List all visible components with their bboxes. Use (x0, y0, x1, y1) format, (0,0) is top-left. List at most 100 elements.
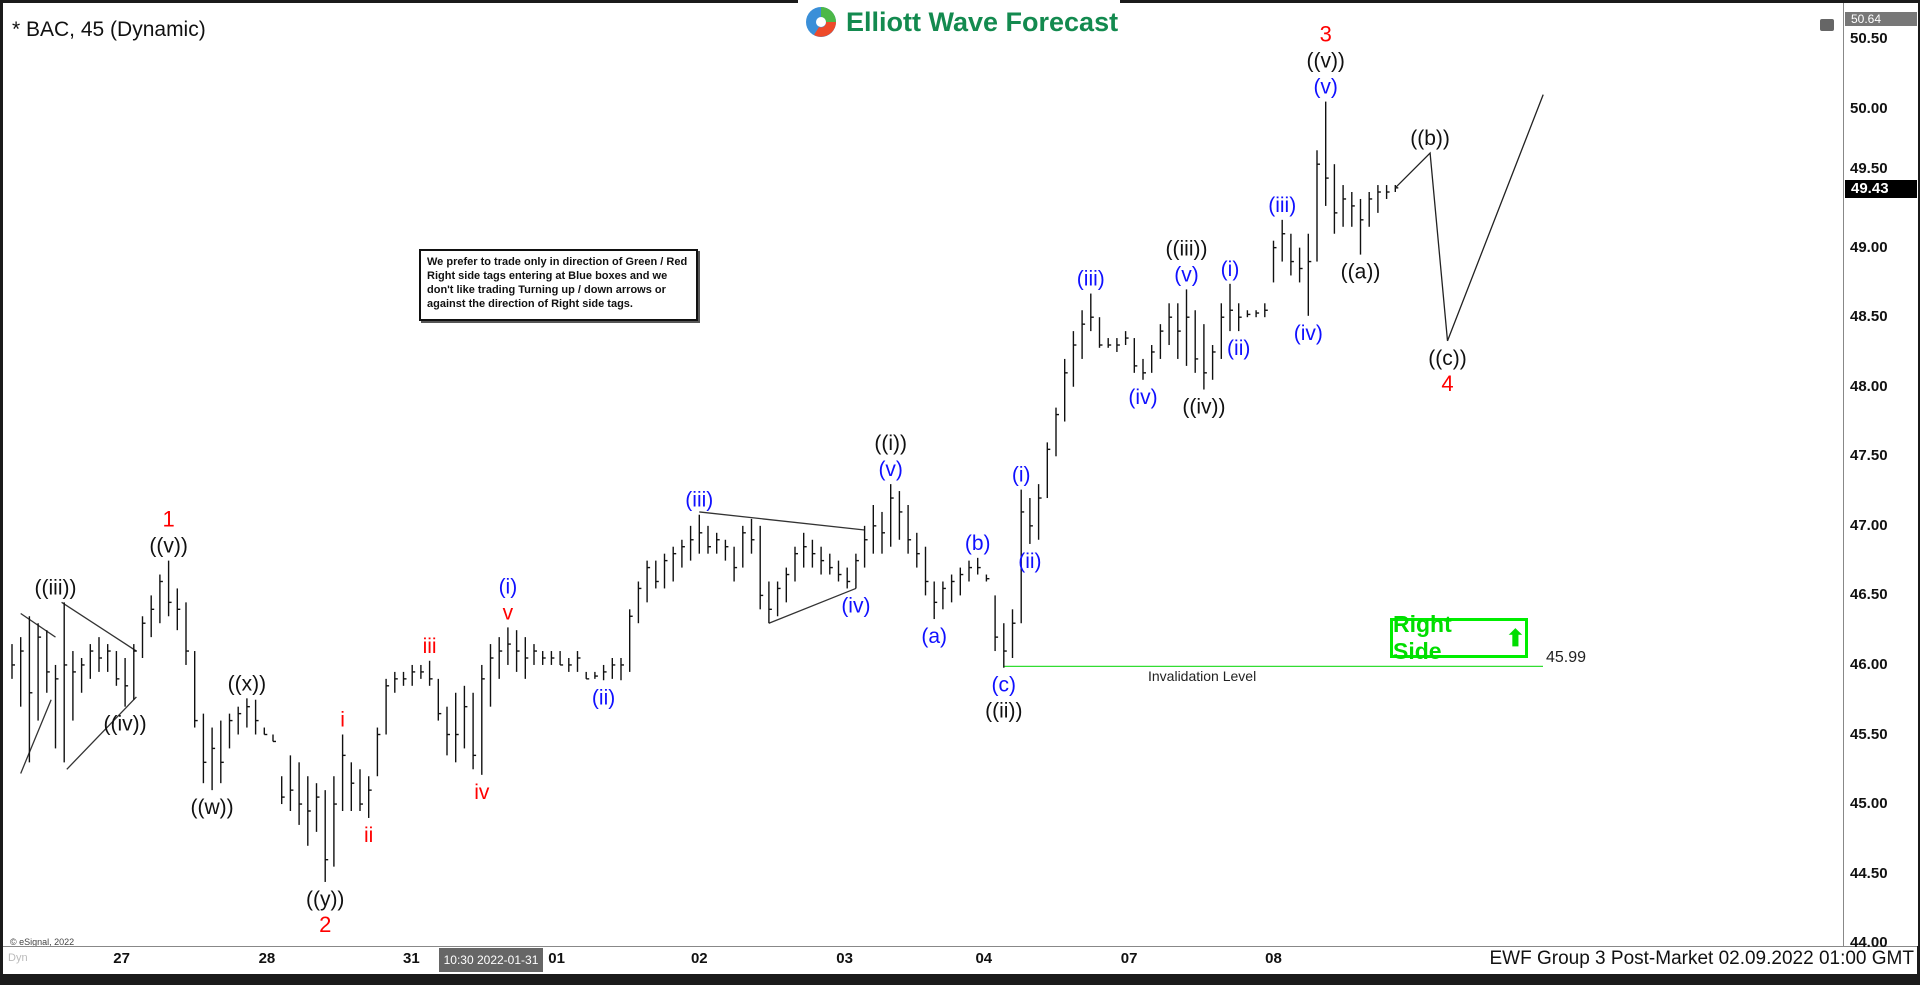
plot-area[interactable]: ((iii)) ((iv)) ((v)) 1 ((w)) ((x)) ((y)) 2 i ii ii… (3, 3, 1843, 946)
price-bar (46, 630, 50, 693)
price-bar (803, 532, 807, 568)
price-bar (1377, 185, 1381, 213)
logo-text: Elliott Wave Forecast (846, 6, 1119, 37)
price-bar (115, 651, 120, 686)
price-bar (246, 698, 250, 728)
wave-label: ((iii)) (1166, 237, 1208, 260)
price-bar (254, 699, 259, 735)
price-bar (1203, 324, 1207, 390)
wave-label: iii (423, 635, 437, 658)
price-bar (315, 783, 320, 832)
restore-window-icon[interactable] (1820, 19, 1834, 31)
wave-label: (v) (1174, 263, 1199, 286)
price-bar (341, 734, 346, 812)
price-bar (698, 514, 703, 554)
price-bar (437, 678, 442, 721)
price-bar (507, 627, 511, 665)
time-axis[interactable] (3, 946, 1917, 974)
price-bar (1272, 240, 1277, 283)
price-bar (202, 713, 207, 784)
price-bar (672, 546, 677, 582)
price-bar (863, 525, 868, 568)
price-bar (150, 595, 155, 638)
price-bar (663, 553, 668, 589)
price-bar (1359, 198, 1364, 255)
price-bar (602, 664, 607, 681)
price-bar (515, 630, 520, 672)
y-tick-label: 48.50 (1850, 308, 1888, 326)
price-bar (1246, 310, 1251, 318)
price-bar (1037, 484, 1042, 540)
price-bar (263, 727, 268, 736)
price-bar (133, 644, 137, 700)
price-bar (776, 581, 781, 617)
x-tick-label: 04 (975, 950, 993, 967)
price-bar (376, 727, 381, 777)
wave-label: (ii) (1227, 337, 1250, 360)
wave-label: (iv) (1294, 322, 1323, 345)
wave-label: (i) (499, 575, 518, 598)
wave-label: (ii) (1018, 550, 1041, 573)
price-bar (89, 644, 94, 679)
price-bar (794, 546, 798, 582)
price-bar (637, 581, 642, 624)
wave-label: (v) (878, 458, 903, 481)
price-bar (1081, 310, 1086, 359)
price-bar (333, 776, 337, 867)
price-bar (1133, 338, 1138, 373)
price-bar (1011, 609, 1016, 658)
price-bar (716, 532, 720, 554)
price-bar (54, 664, 59, 749)
wave-label: iv (474, 781, 490, 804)
price-bar (742, 525, 746, 568)
price-bar (559, 651, 564, 666)
wave-label: (iii) (1077, 268, 1105, 291)
session-high-tag: 50.64 (1845, 12, 1917, 26)
wave-label: ((i)) (874, 432, 907, 455)
dyn-toggle[interactable]: Dyn (8, 952, 28, 964)
price-bar (481, 664, 485, 775)
x-tick-label: 01 (548, 950, 565, 967)
wave-label: (i) (1012, 464, 1031, 487)
price-bar (1307, 233, 1312, 316)
price-bar (350, 762, 355, 812)
y-tick-label: 48.00 (1850, 377, 1888, 395)
x-tick-label: 02 (690, 950, 708, 967)
price-bar (872, 504, 877, 554)
price-bar (707, 525, 711, 554)
price-bar (1072, 331, 1077, 387)
price-bar (994, 595, 999, 652)
wave-label: ((w)) (191, 796, 234, 819)
wave-label: (iv) (841, 594, 870, 617)
last-price-tag: 49.43 (1845, 180, 1917, 198)
price-bar (80, 657, 85, 693)
price-bar (646, 560, 651, 603)
price-axis[interactable] (1843, 3, 1918, 946)
wave-label: 4 (1441, 371, 1453, 396)
price-bar (924, 546, 929, 596)
price-bar (542, 651, 546, 665)
price-bar (1194, 310, 1199, 373)
price-bar (1142, 358, 1146, 380)
wave-label: ((iv)) (104, 713, 147, 736)
trendline (61, 601, 137, 652)
price-chart: ((iii))((iv))((v))1((w))((x))((y))2iiiii… (11, 22, 1544, 937)
wave-label: ((a)) (1341, 261, 1381, 284)
price-bar (455, 692, 459, 763)
price-bar (220, 720, 224, 784)
copyright: © eSignal, 2022 (10, 937, 75, 947)
price-bar (1281, 219, 1286, 262)
wave-label: i (340, 709, 345, 732)
y-tick-label: 49.00 (1850, 238, 1888, 256)
price-bar (1333, 164, 1338, 234)
price-bar (846, 567, 851, 589)
price-bar (681, 539, 685, 568)
x-tick-label: 08 (1265, 950, 1282, 967)
price-bar (898, 491, 903, 540)
price-bar (228, 713, 233, 749)
wave-label: ((c)) (1428, 347, 1466, 370)
wave-label: ((y)) (306, 888, 344, 911)
price-bar (1090, 293, 1094, 332)
price-bar (141, 616, 146, 658)
y-tick-label: 46.00 (1850, 655, 1888, 673)
